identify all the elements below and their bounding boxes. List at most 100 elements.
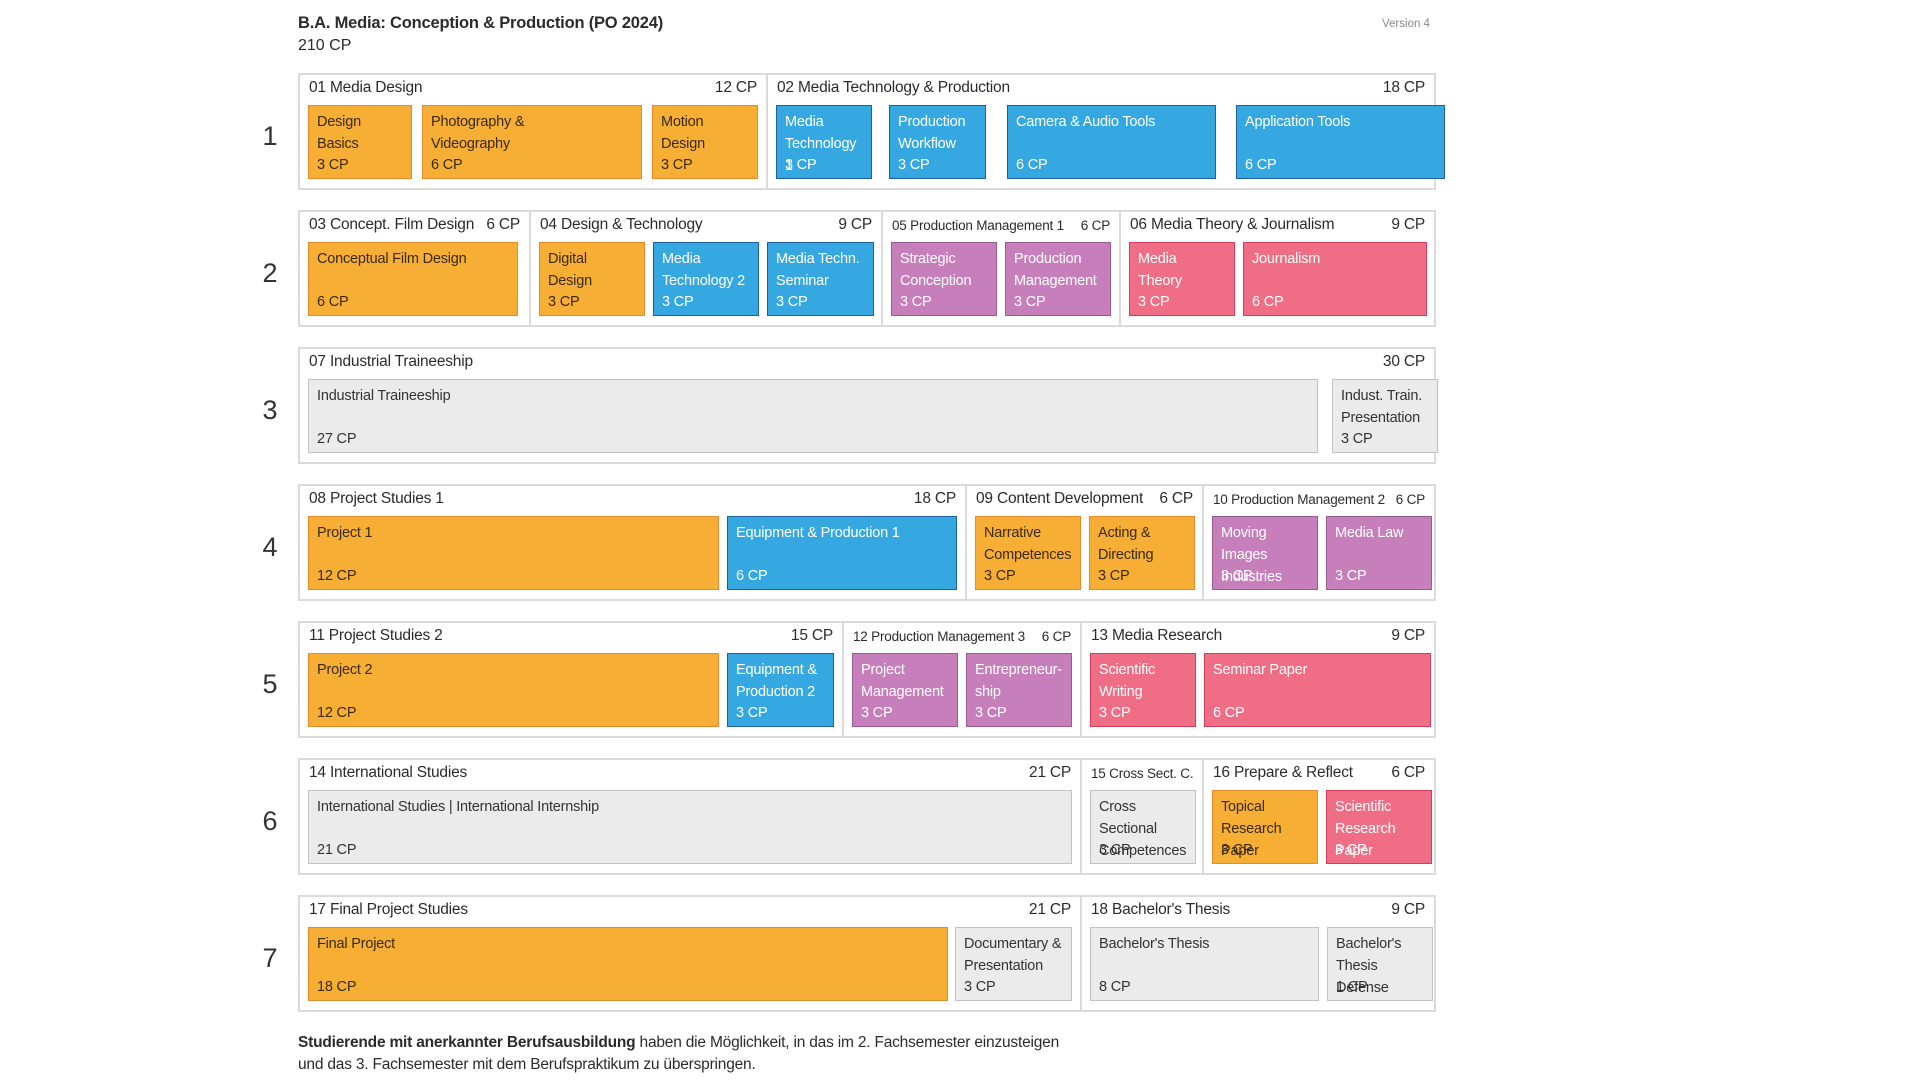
- module-name: Bachelor's Thesis Defense: [1336, 936, 1402, 996]
- module-name: Documentary & Presentation: [964, 936, 1062, 974]
- module-card-production-workflow[interactable]: Production Workflow 3 CP: [889, 105, 986, 179]
- module-card-final-project[interactable]: Final Project 18 CP: [308, 927, 948, 1001]
- module-card-equipment-production-1[interactable]: Equipment & Production 1 6 CP: [727, 516, 957, 590]
- module-card-documentary-presentation[interactable]: Documentary & Presentation 3 CP: [955, 927, 1072, 1001]
- module-credits: 3 CP: [1221, 842, 1253, 858]
- semester-row-2: 03 Concept. Film Design 6 CP Conceptual Fi…: [298, 210, 1436, 327]
- module-group-04-design-technology: 04 Design & Technology 9 CP Digital Design…: [529, 212, 881, 325]
- semester-number: 4: [262, 532, 278, 562]
- semester-number: 5: [262, 669, 278, 699]
- module-name: Scientific Research Paper: [1335, 799, 1396, 859]
- module-card-bachelor-s-thesis-defense[interactable]: Bachelor's Thesis Defense 1 CP: [1327, 927, 1433, 1001]
- module-credits: 6 CP: [1245, 157, 1277, 173]
- module-card-media-theory[interactable]: Media Theory 3 CP: [1129, 242, 1235, 316]
- module-card-entrepreneur-ship[interactable]: Entrepreneur- ship 3 CP: [966, 653, 1072, 727]
- group-header: 03 Concept. Film Design 6 CP: [309, 216, 520, 236]
- group-title: 16 Prepare & Reflect: [1213, 764, 1353, 781]
- module-card-digital-design[interactable]: Digital Design 3 CP: [539, 242, 645, 316]
- group-title: 09 Content Development: [976, 490, 1144, 507]
- module-name: Strategic Conception: [900, 251, 972, 289]
- group-header: 16 Prepare & Reflect 6 CP: [1213, 764, 1425, 784]
- module-card-bachelor-s-thesis[interactable]: Bachelor's Thesis 8 CP: [1090, 927, 1319, 1001]
- module-credits: 3 CP: [1335, 568, 1367, 584]
- group-title: 17 Final Project Studies: [309, 901, 468, 918]
- module-credits: 3 CP: [1138, 294, 1170, 310]
- semester-number: 7: [262, 943, 278, 973]
- module-credits: 8 CP: [1099, 979, 1131, 995]
- module-credits: 12 CP: [317, 705, 357, 721]
- module-group-10-production-management-2: 10 Production Management 2 6 CP Moving Ima…: [1202, 486, 1434, 599]
- group-header: 05 Production Management 1 6 CP: [892, 218, 1110, 238]
- module-card-photography-videography[interactable]: Photography & Videography 6 CP: [422, 105, 642, 179]
- module-name: Topical Research Paper: [1221, 799, 1282, 859]
- module-card-narrative-competences[interactable]: Narrative Competences 3 CP: [975, 516, 1081, 590]
- module-name: Equipment & Production 2: [736, 662, 817, 700]
- group-title: 03 Concept. Film Design: [309, 216, 475, 233]
- module-group-09-content-development: 09 Content Development 6 CP Narrative Comp…: [965, 486, 1202, 599]
- curriculum-title: B.A. Media: Conception & Production (PO …: [298, 14, 664, 32]
- group-header: 04 Design & Technology 9 CP: [540, 216, 872, 236]
- total-credits: 210 CP: [298, 37, 352, 54]
- module-card-international-studies-international-internship[interactable]: International Studies | International In…: [308, 790, 1072, 864]
- module-name: Indust. Train. Presentation: [1341, 388, 1423, 426]
- module-card-strategic-conception[interactable]: Strategic Conception 3 CP: [891, 242, 997, 316]
- module-group-02-media-technology-production: 02 Media Technology & Production 18 CP Med…: [766, 75, 1445, 188]
- module-group-11-project-studies-2: 11 Project Studies 2 15 CP Project 2 12 CP E…: [300, 623, 842, 736]
- module-credits: 3 CP: [661, 157, 693, 173]
- module-card-cross-sectional-competences[interactable]: Cross Sectional Competences 3 CP: [1090, 790, 1196, 864]
- module-card-moving-images-industries[interactable]: Moving Images Industries 3 CP: [1212, 516, 1318, 590]
- module-card-scientific-research-paper[interactable]: Scientific Research Paper 3 CP: [1326, 790, 1432, 864]
- group-credits: 6 CP: [486, 216, 520, 233]
- module-credits: 18 CP: [317, 979, 357, 995]
- module-card-media-law[interactable]: Media Law 3 CP: [1326, 516, 1432, 590]
- module-card-project-2[interactable]: Project 2 12 CP: [308, 653, 719, 727]
- module-card-design-basics[interactable]: Design Basics 3 CP: [308, 105, 412, 179]
- module-card-project-management[interactable]: Project Management 3 CP: [852, 653, 958, 727]
- module-name: Photography & Videography: [431, 114, 525, 152]
- group-credits: 15 CP: [790, 627, 833, 644]
- group-credits: 6 CP: [1395, 492, 1425, 507]
- module-card-indust-train-presentation[interactable]: Indust. Train. Presentation 3 CP: [1332, 379, 1438, 453]
- group-header: 06 Media Theory & Journalism 9 CP: [1130, 216, 1425, 236]
- module-name: Equipment & Production 1: [736, 525, 900, 541]
- module-card-seminar-paper[interactable]: Seminar Paper 6 CP: [1204, 653, 1431, 727]
- module-card-scientific-writing[interactable]: Scientific Writing 3 CP: [1090, 653, 1196, 727]
- module-card-project-1[interactable]: Project 1 12 CP: [308, 516, 719, 590]
- module-name: Digital Design: [548, 251, 592, 289]
- module-card-media-techn-seminar[interactable]: Media Techn. Seminar 3 CP: [767, 242, 874, 316]
- module-name: Acting & Directing: [1098, 525, 1154, 563]
- module-credits: 3 CP: [898, 157, 930, 173]
- group-title: 13 Media Research: [1091, 627, 1223, 644]
- module-card-acting-directing[interactable]: Acting & Directing 3 CP: [1089, 516, 1195, 590]
- module-card-conceptual-film-design[interactable]: Conceptual Film Design 6 CP: [308, 242, 518, 316]
- module-card-motion-design[interactable]: Motion Design 3 CP: [652, 105, 758, 179]
- module-credits: 12 CP: [317, 568, 357, 584]
- module-credits: 3 CP: [785, 157, 817, 173]
- group-title: 14 International Studies: [309, 764, 468, 781]
- module-group-05-production-management-1: 05 Production Management 1 6 CP Strategic …: [881, 212, 1119, 325]
- module-card-journalism[interactable]: Journalism 6 CP: [1243, 242, 1427, 316]
- module-card-equipment-production-2[interactable]: Equipment & Production 2 3 CP: [727, 653, 834, 727]
- module-card-media-technology-2[interactable]: Media Technology 2 3 CP: [653, 242, 759, 316]
- module-card-application-tools[interactable]: Application Tools 6 CP: [1236, 105, 1445, 179]
- module-name: Narrative Competences: [984, 525, 1072, 563]
- module-group-03-concept-film-design: 03 Concept. Film Design 6 CP Conceptual Fi…: [300, 212, 529, 325]
- group-credits: 30 CP: [1382, 353, 1425, 370]
- module-card-topical-research-paper[interactable]: Topical Research Paper 3 CP: [1212, 790, 1318, 864]
- module-credits: 6 CP: [1213, 705, 1245, 721]
- semester-row-5: 11 Project Studies 2 15 CP Project 2 12 CP E…: [298, 621, 1436, 738]
- module-name: Journalism: [1252, 251, 1321, 267]
- footnote-line2: und das 3. Fachsemester mit dem Berufspr…: [298, 1056, 756, 1073]
- group-title: 06 Media Theory & Journalism: [1130, 216, 1335, 233]
- group-title: 10 Production Management 2: [1213, 492, 1385, 507]
- module-card-industrial-traineeship[interactable]: Industrial Traineeship 27 CP: [308, 379, 1318, 453]
- module-card-camera-audio-tools[interactable]: Camera & Audio Tools 6 CP: [1007, 105, 1216, 179]
- module-group-13-media-research: 13 Media Research 9 CP Scientific Writing 3…: [1080, 623, 1434, 736]
- module-card-production-management[interactable]: Production Management 3 CP: [1005, 242, 1111, 316]
- module-name: Seminar Paper: [1213, 662, 1308, 678]
- module-name: Production Management: [1014, 251, 1097, 289]
- module-credits: 3 CP: [1221, 568, 1253, 584]
- module-credits: 3 CP: [1335, 842, 1367, 858]
- group-credits: 6 CP: [1041, 629, 1071, 644]
